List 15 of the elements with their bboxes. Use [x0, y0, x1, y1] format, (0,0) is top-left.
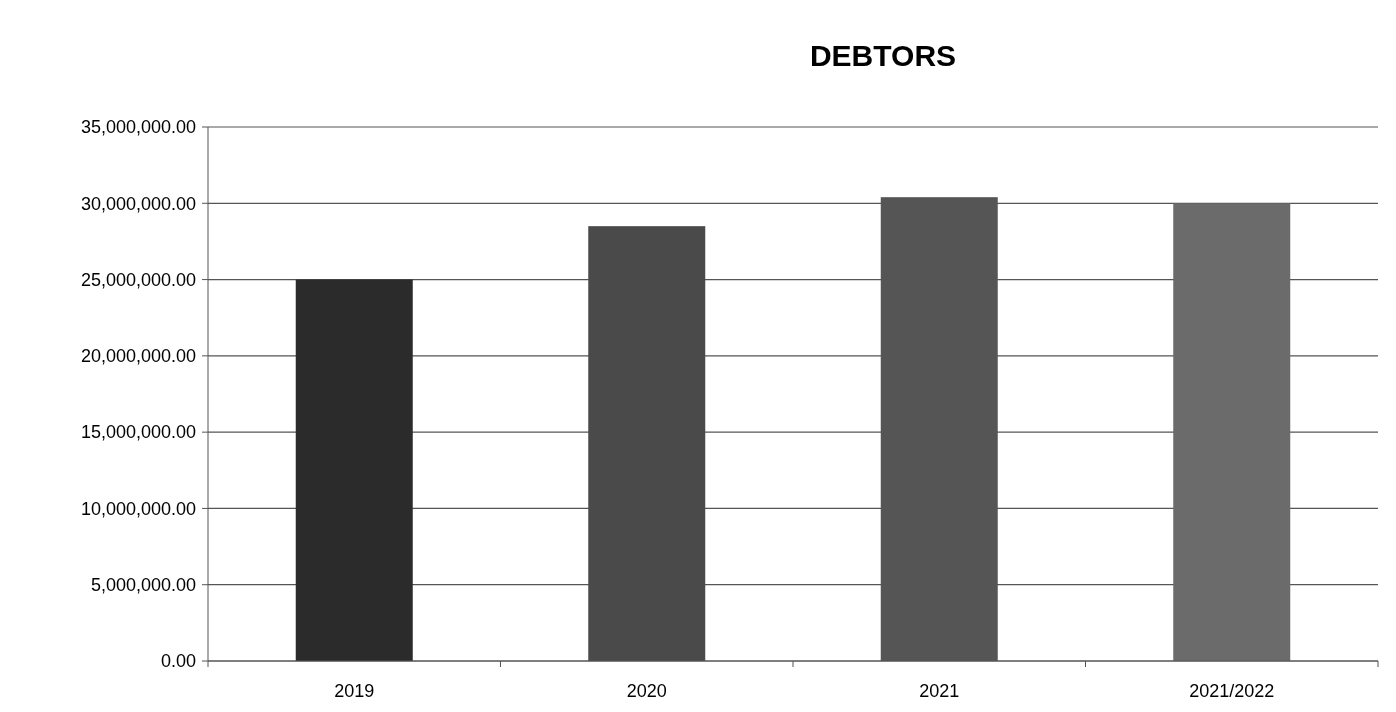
y-tick-label: 5,000,000.00 [90, 575, 196, 596]
chart-title: DEBTORS [809, 39, 957, 72]
y-tick-label: 0.00 [160, 651, 196, 672]
y-tick-label: 25,000,000.00 [80, 269, 196, 290]
y-tick-label: 35,000,000.00 [80, 117, 196, 138]
bar [1173, 203, 1291, 661]
y-tick-label: 20,000,000.00 [80, 346, 196, 367]
x-tick-label: 2021/2022 [1189, 681, 1275, 701]
x-tick-label: 2020 [626, 681, 667, 701]
bar [295, 279, 413, 661]
y-tick-label: 30,000,000.00 [80, 193, 196, 214]
x-tick-label: 2021 [919, 681, 960, 701]
x-tick-label: 2019 [334, 681, 375, 701]
y-tick-label: 15,000,000.00 [80, 422, 196, 443]
y-tick-label: 10,000,000.00 [80, 498, 196, 519]
